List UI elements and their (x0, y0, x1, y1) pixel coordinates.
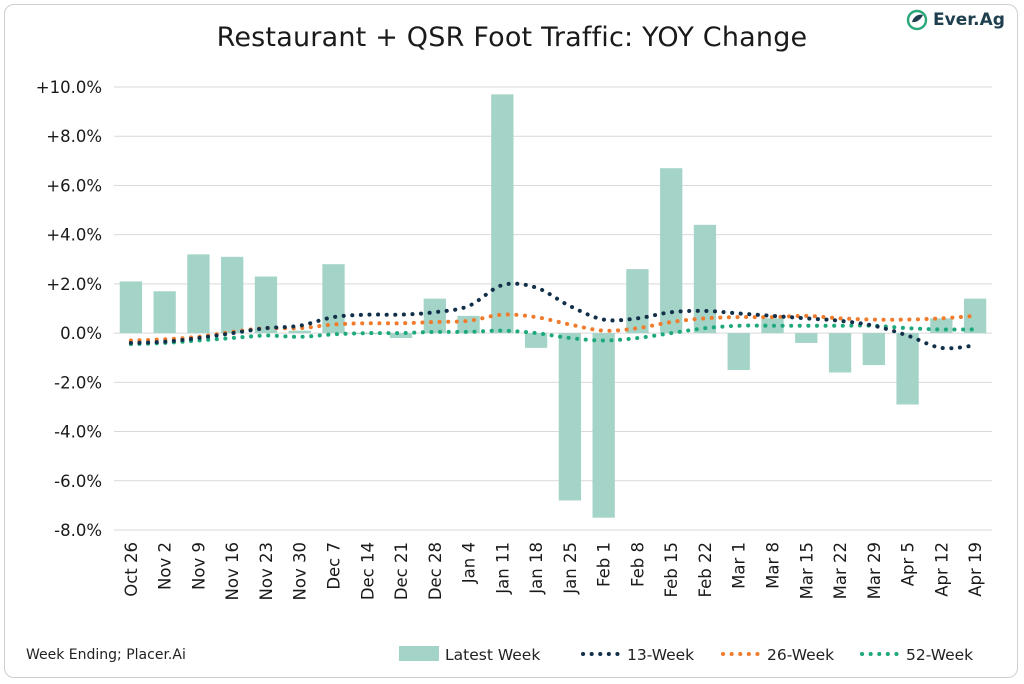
y-tick-label: +2.0% (46, 275, 102, 294)
x-tick-label: Nov 23 (257, 542, 276, 600)
x-tick-label: Apr 12 (932, 542, 951, 597)
x-tick-label: Feb 1 (595, 542, 614, 587)
x-tick-label: Dec 14 (358, 542, 377, 600)
series-line-52-week (128, 323, 978, 347)
x-tick-label: Feb 15 (662, 542, 681, 597)
y-tick-label: +6.0% (46, 176, 102, 195)
y-tick-label: +8.0% (46, 127, 102, 146)
y-tick-label: 0.0% (60, 324, 102, 343)
footnote: Week Ending; Placer.Ai (26, 647, 186, 663)
leaf-circle-icon (906, 9, 928, 31)
logo-text: Ever.Ag (933, 10, 1005, 30)
x-tick-label: Feb 8 (628, 542, 647, 587)
x-tick-label: Nov 30 (291, 542, 310, 600)
bar (322, 264, 345, 334)
x-tick-label: Nov 16 (223, 542, 242, 600)
bar (288, 330, 311, 334)
bar (389, 333, 413, 339)
x-tick-label: Mar 8 (764, 542, 783, 589)
chart-title: Restaurant + QSR Foot Traffic: YOY Chang… (216, 22, 808, 53)
legend-swatch-latest-week (399, 646, 439, 661)
x-tick-label: Jan 4 (460, 542, 479, 584)
x-tick-label: Dec 21 (392, 542, 411, 600)
series-line-13-week (128, 281, 978, 351)
x-tick-label: Mar 22 (831, 542, 850, 599)
bar (491, 94, 514, 334)
bar (828, 333, 852, 373)
bar (862, 333, 885, 366)
x-tick-label: Dec 7 (325, 542, 344, 590)
y-tick-label: -6.0% (54, 472, 102, 491)
x-tick-label: Feb 22 (696, 542, 715, 597)
x-tick-label: Mar 29 (865, 542, 884, 599)
bar (592, 333, 615, 518)
y-tick-label: -8.0% (54, 521, 102, 540)
bar (221, 256, 244, 334)
y-tick-label: -2.0% (54, 373, 102, 392)
bar (187, 254, 210, 334)
bar (963, 298, 987, 334)
bar (626, 269, 649, 334)
bar (423, 298, 446, 334)
x-tick-label: Apr 5 (899, 542, 918, 586)
bar (558, 333, 582, 501)
bar (254, 276, 278, 334)
bar (119, 281, 143, 334)
bar (524, 333, 548, 348)
legend-label: Latest Week (445, 646, 540, 664)
bar (356, 333, 379, 335)
legend-label: 26-Week (767, 646, 834, 664)
y-tick-label: -4.0% (54, 423, 102, 442)
y-tick-label: +10.0% (36, 78, 102, 97)
bar (457, 315, 480, 334)
bar (693, 224, 717, 334)
x-tick-label: Jan 25 (561, 542, 580, 595)
x-tick-label: Jan 18 (527, 542, 546, 595)
x-tick-label: Jan 11 (493, 542, 512, 595)
x-tick-label: Mar 1 (730, 542, 749, 589)
legend-label: 52-Week (906, 646, 973, 664)
x-tick-label: Oct 26 (122, 542, 141, 597)
x-tick-label: Nov 9 (189, 542, 208, 590)
x-tick-label: Dec 28 (426, 542, 445, 600)
bar (660, 168, 683, 334)
bar (930, 318, 953, 334)
y-tick-label: +4.0% (46, 226, 102, 245)
bar (795, 333, 818, 343)
logo: Ever.Ag (906, 9, 1005, 31)
legend-label: 13-Week (627, 646, 694, 664)
bar (153, 291, 176, 334)
bar (727, 333, 750, 371)
x-tick-label: Mar 15 (797, 542, 816, 599)
x-tick-label: Nov 2 (156, 542, 175, 590)
bar (896, 333, 919, 405)
x-tick-label: Apr 19 (966, 542, 985, 597)
